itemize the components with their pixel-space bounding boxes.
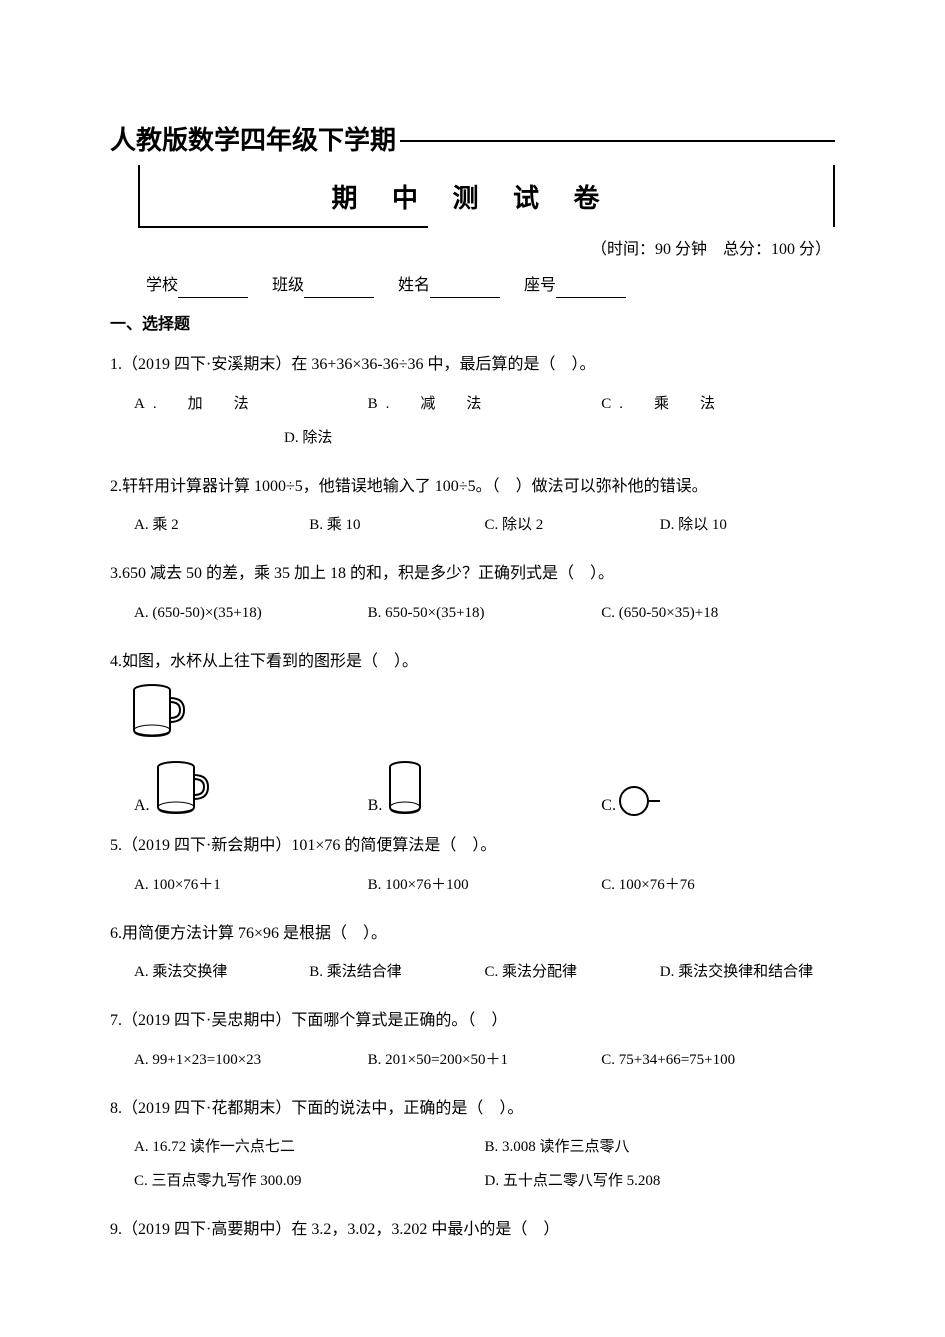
box-right-border: [833, 165, 835, 227]
cup-side-handle-icon: [150, 757, 214, 819]
school-blank: [178, 297, 248, 298]
question-6: 6.用简便方法计算 76×96 是根据（ ）。: [110, 921, 835, 947]
q2-opt-a: A. 乘 2: [134, 513, 309, 537]
class-label: 班级: [272, 277, 304, 294]
q4-opt-a-label: A.: [134, 793, 150, 819]
seat-label: 座号: [524, 277, 556, 294]
q3-opt-b: B. 650-50×(35+18): [368, 601, 602, 625]
name-blank: [430, 297, 500, 298]
question-8: 8.（2019 四下·花都期末）下面的说法中，正确的是（ ）。: [110, 1096, 835, 1122]
q5-opt-b: B. 100×76＋100: [368, 873, 602, 897]
question-5-options: A. 100×76＋1 B. 100×76＋100 C. 100×76＋76: [110, 873, 835, 907]
section-1-heading: 一、选择题: [110, 312, 835, 338]
q5-opt-a: A. 100×76＋1: [134, 873, 368, 897]
question-5: 5.（2019 四下·新会期中）101×76 的简便算法是（ ）。: [110, 833, 835, 859]
school-label: 学校: [146, 277, 178, 294]
q1-opt-d: D. 除法: [134, 426, 835, 450]
q1-opt-b: B. 减 法: [368, 392, 602, 416]
question-6-options: A. 乘法交换律 B. 乘法结合律 C. 乘法分配律 D. 乘法交换律和结合律: [110, 960, 835, 994]
question-3-options: A. (650-50)×(35+18) B. 650-50×(35+18) C.…: [110, 601, 835, 635]
q4-opt-c: C.: [601, 783, 783, 819]
q8-opt-c: C. 三百点零九写作 300.09: [134, 1169, 485, 1193]
q4-opt-c-label: C.: [601, 793, 616, 819]
title-box: 期 中 测 试 卷 （时间：90 分钟 总分：100 分）: [110, 166, 835, 263]
q6-opt-b: B. 乘法结合律: [309, 960, 484, 984]
q2-opt-c: C. 除以 2: [485, 513, 660, 537]
q3-opt-a: A. (650-50)×(35+18): [134, 601, 368, 625]
title-rule: [400, 140, 835, 142]
question-9: 9.（2019 四下·高要期中）在 3.2，3.02，3.202 中最小的是（ …: [110, 1217, 835, 1243]
header-title-row: 人教版数学四年级下学期: [110, 120, 835, 162]
question-2: 2.轩轩用计算器计算 1000÷5，他错误地输入了 100÷5。（ ）做法可以弥…: [110, 474, 835, 500]
q2-opt-d: D. 除以 10: [660, 513, 835, 537]
question-1-options: A. 加 法 B. 减 法 C. 乘 法 D. 除法: [110, 392, 835, 460]
q1-opt-c: C. 乘 法: [601, 392, 835, 416]
box-left-border: [138, 165, 140, 227]
q3-opt-c: C. (650-50×35)+18: [601, 601, 835, 625]
q7-opt-b: B. 201×50=200×50＋1: [368, 1048, 602, 1072]
q6-opt-d: D. 乘法交换律和结合律: [660, 960, 835, 984]
question-1: 1.（2019 四下·安溪期末）在 36+36×36-36÷36 中，最后算的是…: [110, 352, 835, 378]
q2-opt-b: B. 乘 10: [309, 513, 484, 537]
class-blank: [304, 297, 374, 298]
question-4: 4.如图，水杯从上往下看到的图形是（ ）。: [110, 649, 835, 675]
question-7-options: A. 99+1×23=100×23 B. 201×50=200×50＋1 C. …: [110, 1048, 835, 1082]
q5-opt-c: C. 100×76＋76: [601, 873, 835, 897]
q4-opt-b: B.: [368, 757, 602, 819]
q8-opt-b: B. 3.008 读作三点零八: [485, 1135, 836, 1159]
question-2-options: A. 乘 2 B. 乘 10 C. 除以 2 D. 除以 10: [110, 513, 835, 547]
cup-top-icon: [616, 783, 666, 819]
question-3: 3.650 减去 50 的差，乘 35 加上 18 的和，积是多少？正确列式是（…: [110, 561, 835, 587]
cup-main-icon: [128, 680, 188, 742]
q1-opt-a: A. 加 法: [134, 392, 368, 416]
header-title: 人教版数学四年级下学期: [110, 120, 396, 162]
box-bottom-border: [138, 226, 428, 228]
seat-blank: [556, 297, 626, 298]
info-row: 学校 班级 姓名 座号: [110, 273, 835, 299]
question-4-options: A. B. C.: [110, 757, 835, 819]
q6-opt-c: C. 乘法分配律: [485, 960, 660, 984]
q4-opt-b-label: B.: [368, 793, 383, 819]
q8-opt-d: D. 五十点二零八写作 5.208: [485, 1169, 836, 1193]
q4-opt-a: A.: [134, 757, 368, 819]
q6-opt-a: A. 乘法交换律: [134, 960, 309, 984]
q7-opt-c: C. 75+34+66=75+100: [601, 1048, 835, 1072]
q4-figure: [128, 680, 835, 751]
name-label: 姓名: [398, 277, 430, 294]
cup-side-icon: [382, 757, 428, 819]
q8-opt-a: A. 16.72 读作一六点七二: [134, 1135, 485, 1159]
question-8-options: A. 16.72 读作一六点七二 B. 3.008 读作三点零八 C. 三百点零…: [110, 1135, 835, 1203]
header-subtitle: 期 中 测 试 卷: [110, 166, 835, 220]
question-7: 7.（2019 四下·吴忠期中）下面哪个算式是正确的。（ ）: [110, 1008, 835, 1034]
q7-opt-a: A. 99+1×23=100×23: [134, 1048, 368, 1072]
